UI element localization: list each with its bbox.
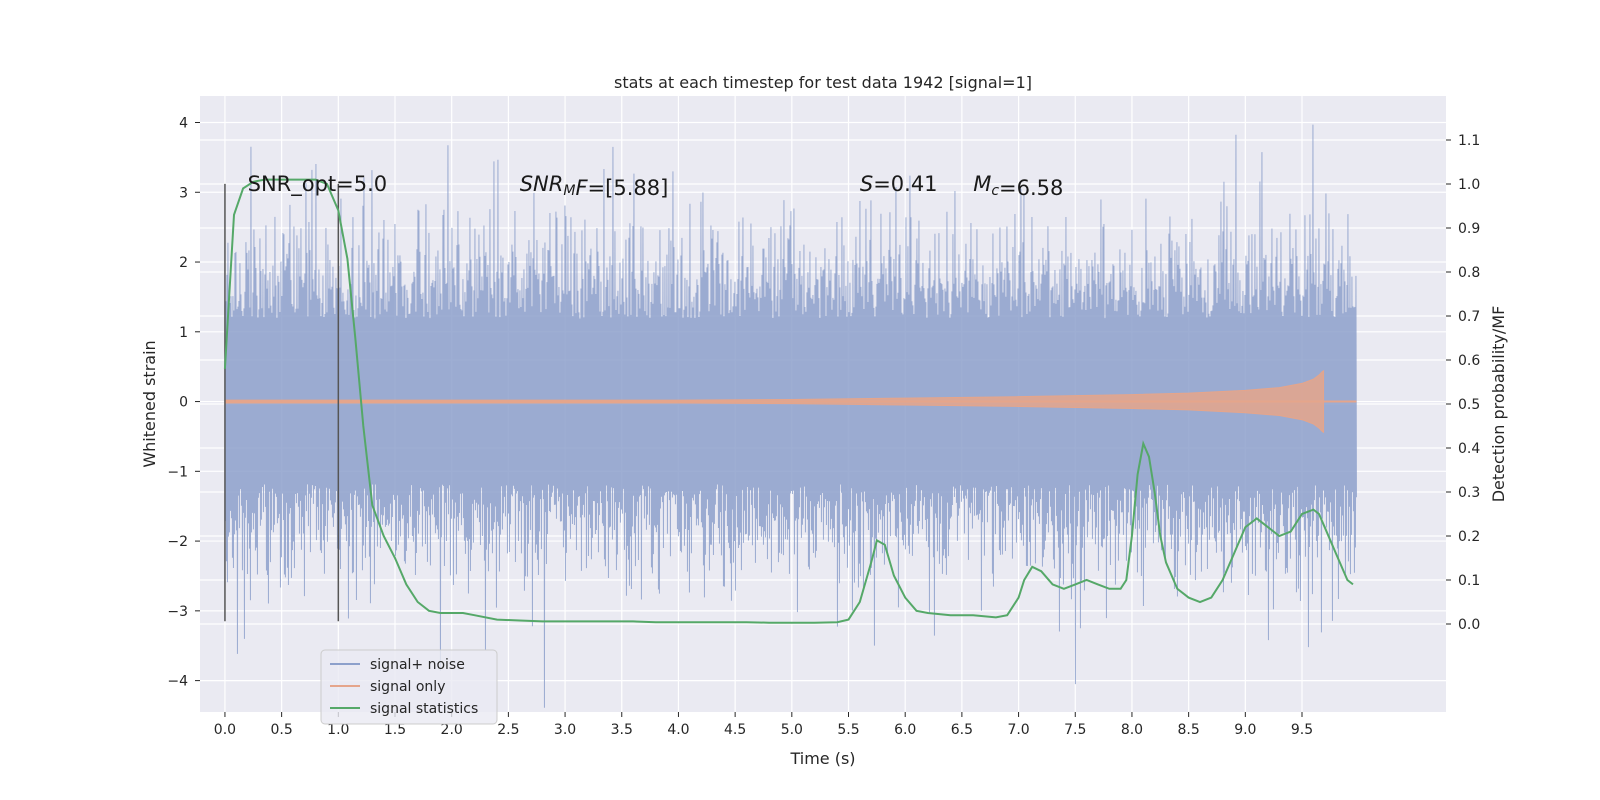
y-left-tick-label-5: 1 [179, 325, 188, 341]
y-right-axis-ticks: 0.0 0.1 0.2 0.3 0.4 0.5 0.6 0.7 0.8 0.9 1.0 1.1 [1446, 133, 1480, 633]
x-tick-label-17: 8.5 [1178, 722, 1200, 738]
y-left-axis-ticks: −4 −3 −2 −1 0 1 2 3 4 [167, 116, 200, 690]
y-left-tick-label-8: 4 [179, 116, 188, 132]
y-left-tick-label-0: −4 [167, 674, 188, 690]
signal-statistics-line [223, 178, 1354, 624]
y-right-tick-label-8: 0.8 [1458, 265, 1480, 281]
annotation-snr-opt: SNR_opt=5.0 [248, 172, 388, 197]
x-tick-label-0: 0.0 [214, 722, 236, 738]
y-right-tick-label-2: 0.2 [1458, 529, 1480, 545]
x-tick-label-5: 2.5 [497, 722, 519, 738]
y-right-axis-label: Detection probability/MF [1489, 306, 1508, 503]
y-right-tick-label-7: 0.7 [1458, 309, 1480, 325]
series-signal-noise [224, 124, 1357, 708]
y-right-tick-label-9: 0.9 [1458, 221, 1480, 237]
annotations: SNR_opt=5.0 SNRMF=[5.88] S=0.41 Mc=6.58 [248, 172, 1064, 200]
y-left-tick-label-3: −1 [167, 464, 188, 480]
y-right-tick-label-3: 0.3 [1458, 485, 1480, 501]
annotation-s-stat: S=0.41 [860, 172, 938, 196]
y-right-tick-label-6: 0.6 [1458, 353, 1480, 369]
x-tick-label-3: 1.5 [384, 722, 406, 738]
y-right-tick-label-0: 0.0 [1458, 617, 1480, 633]
y-left-tick-label-2: −2 [167, 534, 188, 550]
boundary-lines [224, 183, 340, 622]
signal-noise-trace [224, 124, 1357, 708]
y-right-tick-label-4: 0.4 [1458, 441, 1480, 457]
x-tick-label-10: 5.0 [781, 722, 803, 738]
legend-label-signal-only: signal only [370, 679, 445, 695]
x-tick-label-1: 0.5 [270, 722, 292, 738]
x-tick-label-19: 9.5 [1291, 722, 1313, 738]
x-tick-label-9: 4.5 [724, 722, 746, 738]
x-tick-label-16: 8.0 [1121, 722, 1143, 738]
x-tick-label-11: 5.5 [837, 722, 859, 738]
x-tick-label-2: 1.0 [327, 722, 349, 738]
series-signal-statistics [223, 178, 1354, 624]
y-left-axis-label: Whitened strain [140, 340, 159, 467]
x-axis-ticks: 0.0 0.5 1.0 1.5 2.0 2.5 3.0 3.5 4.0 4.5 5.0 5.5 6.0 6… [214, 712, 1313, 738]
annotation-mc: Mc=6.58 [973, 172, 1063, 200]
y-right-tick-label-10: 1.0 [1458, 177, 1480, 193]
y-left-tick-label-7: 3 [179, 185, 188, 201]
y-right-tick-label-1: 0.1 [1458, 573, 1480, 589]
annotation-snr-mf: SNRMF=[5.88] [520, 172, 669, 200]
chart-title: stats at each timestep for test data 194… [614, 73, 1032, 92]
series-signal-only [224, 369, 1357, 434]
x-tick-label-18: 9.0 [1234, 722, 1256, 738]
y-left-tick-label-4: 0 [179, 395, 188, 411]
x-tick-label-4: 2.0 [441, 722, 463, 738]
x-tick-label-7: 3.5 [611, 722, 633, 738]
y-left-tick-label-6: 2 [179, 255, 188, 271]
legend-box [320, 649, 498, 725]
legend-label-signal-noise: signal+ noise [370, 657, 465, 673]
x-tick-label-14: 7.0 [1007, 722, 1029, 738]
y-right-tick-label-11: 1.1 [1458, 133, 1480, 149]
x-axis-label: Time (s) [789, 749, 855, 768]
x-tick-label-15: 7.5 [1064, 722, 1086, 738]
x-tick-label-12: 6.0 [894, 722, 916, 738]
y-left-tick-label-1: −3 [167, 604, 188, 620]
x-tick-label-13: 6.5 [951, 722, 973, 738]
y-right-tick-label-5: 0.5 [1458, 397, 1480, 413]
x-tick-label-6: 3.0 [554, 722, 576, 738]
legend-label-signal-statistics: signal statistics [370, 701, 478, 717]
x-tick-label-8: 4.0 [667, 722, 689, 738]
legend: signal+ noise signal only signal statist… [320, 649, 498, 725]
